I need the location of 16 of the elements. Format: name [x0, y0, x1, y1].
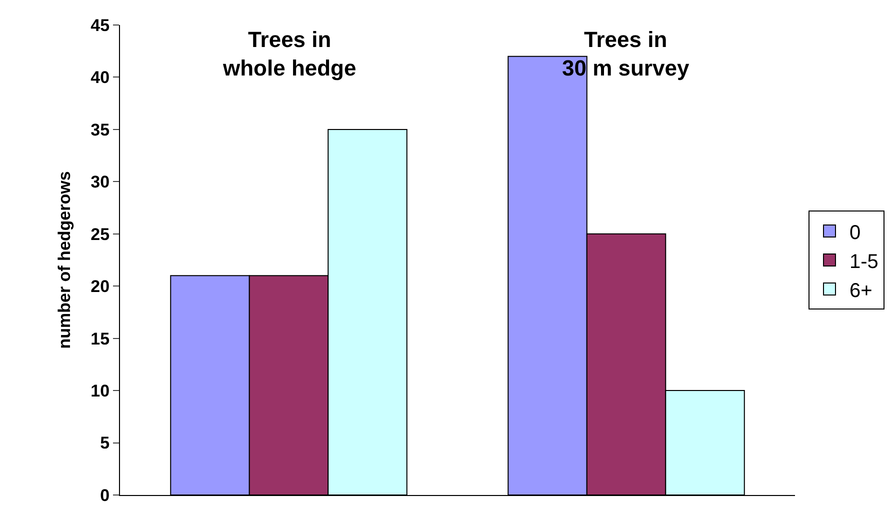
y-tick-label: 25: [90, 224, 110, 244]
x-tick-label: Trees in whole hedge: [222, 27, 356, 81]
legend-label: 6+: [850, 280, 872, 302]
y-tick-label: 30: [90, 172, 110, 192]
y-tick-label: 45: [90, 16, 110, 35]
legend-label: 1-5: [850, 250, 878, 273]
y-tick-label: 15: [90, 329, 110, 348]
y-tick-label: 0: [100, 486, 110, 505]
legend-label: 0: [850, 222, 861, 244]
y-tick-label: 20: [90, 277, 110, 296]
y-axis-title: number of hedgerows: [55, 171, 74, 349]
y-tick-label: 35: [90, 120, 110, 140]
y-tick-label: 40: [90, 68, 110, 88]
y-tick-label: 5: [100, 434, 110, 453]
x-tick-label: Trees in 30 m survey: [562, 27, 690, 81]
y-tick-label: 10: [90, 382, 110, 401]
